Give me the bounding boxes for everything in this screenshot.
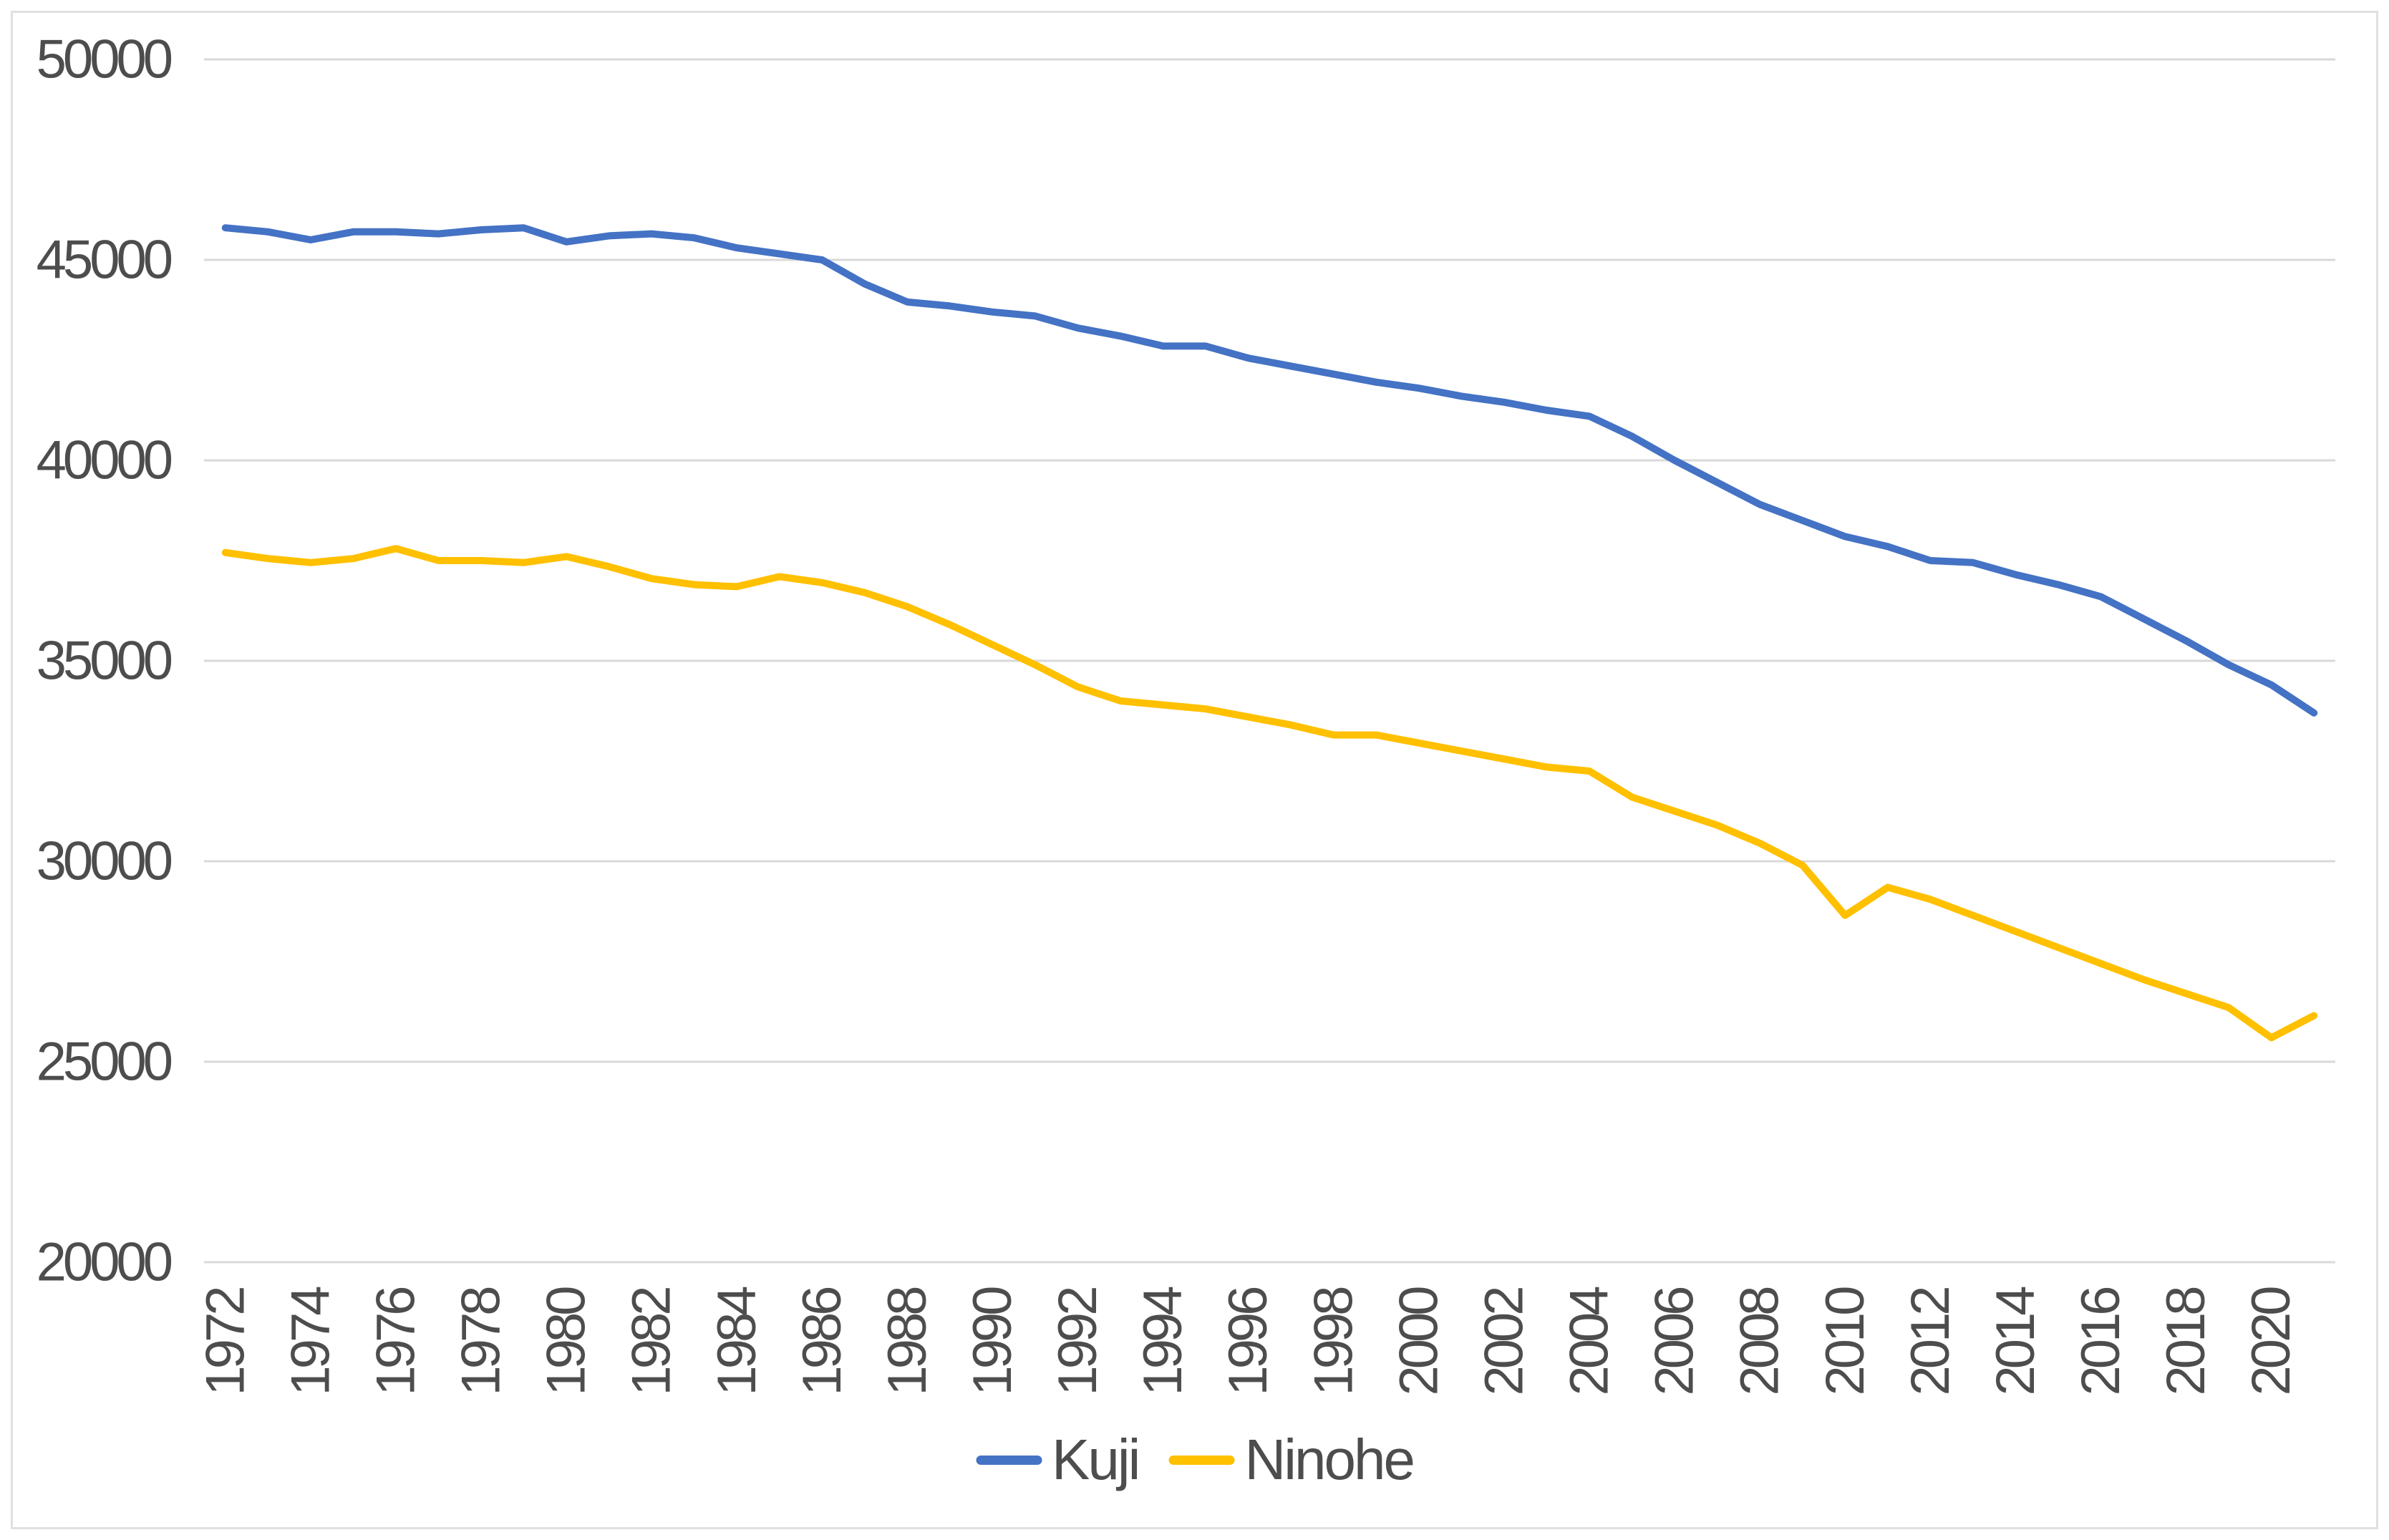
legend-label-kuji: Kuji xyxy=(1052,1428,1140,1491)
x-axis-tick-label: 1984 xyxy=(707,1287,767,1396)
x-axis-tick-label: 2018 xyxy=(2156,1288,2216,1396)
legend-item-kuji: Kuji xyxy=(976,1427,1140,1493)
y-axis-tick-label: 30000 xyxy=(37,831,172,892)
x-axis-tick-label: 1986 xyxy=(792,1288,853,1396)
y-axis-tick-label: 25000 xyxy=(37,1032,172,1093)
x-axis-tick-label: 1990 xyxy=(962,1287,1023,1396)
x-axis-tick-label: 1994 xyxy=(1133,1287,1193,1396)
legend-label-ninohe: Ninohe xyxy=(1244,1428,1415,1491)
x-axis-tick-label: 2002 xyxy=(1474,1288,1535,1396)
x-axis-tick-label: 2012 xyxy=(1900,1288,1961,1396)
legend-swatch-kuji-icon xyxy=(976,1455,1042,1465)
x-axis-tick-label: 1998 xyxy=(1303,1288,1364,1396)
x-axis-tick-label: 2014 xyxy=(1985,1287,2046,1396)
x-axis-tick-label: 1972 xyxy=(195,1288,256,1396)
legend-item-ninohe: Ninohe xyxy=(1168,1427,1415,1493)
x-axis-tick-label: 2016 xyxy=(2070,1288,2131,1396)
legend-swatch-ninohe-icon xyxy=(1168,1455,1235,1465)
x-axis-tick-label: 2004 xyxy=(1559,1287,1620,1396)
y-axis-tick-label: 35000 xyxy=(37,631,172,692)
y-axis-tick-label: 40000 xyxy=(37,430,172,491)
series-line-kuji xyxy=(221,224,2318,717)
x-axis-tick-label: 2020 xyxy=(2241,1287,2302,1396)
x-axis-tick-label: 1978 xyxy=(451,1288,512,1396)
x-axis-tick-label: 2010 xyxy=(1815,1287,1876,1396)
x-axis-tick-label: 1992 xyxy=(1047,1288,1108,1396)
x-axis-tick-label: 1996 xyxy=(1218,1288,1279,1396)
series-line-ninohe xyxy=(221,545,2318,1042)
y-axis-tick-label: 45000 xyxy=(37,230,172,291)
x-axis-tick-label: 1976 xyxy=(365,1288,426,1396)
x-axis-tick-label: 1982 xyxy=(621,1288,682,1396)
x-axis-tick-label: 2008 xyxy=(1730,1288,1790,1396)
x-axis-tick-label: 1980 xyxy=(536,1287,597,1396)
x-axis-tick-label: 2006 xyxy=(1644,1288,1705,1396)
x-axis-tick-label: 2000 xyxy=(1388,1287,1449,1396)
x-axis-tick-label: 1974 xyxy=(280,1287,341,1396)
x-axis-tick-label: 1988 xyxy=(877,1288,938,1396)
chart-legend: Kuji Ninohe xyxy=(976,1427,1415,1493)
y-axis-tick-label: 50000 xyxy=(37,29,172,90)
y-axis-tick-label: 20000 xyxy=(37,1232,172,1293)
